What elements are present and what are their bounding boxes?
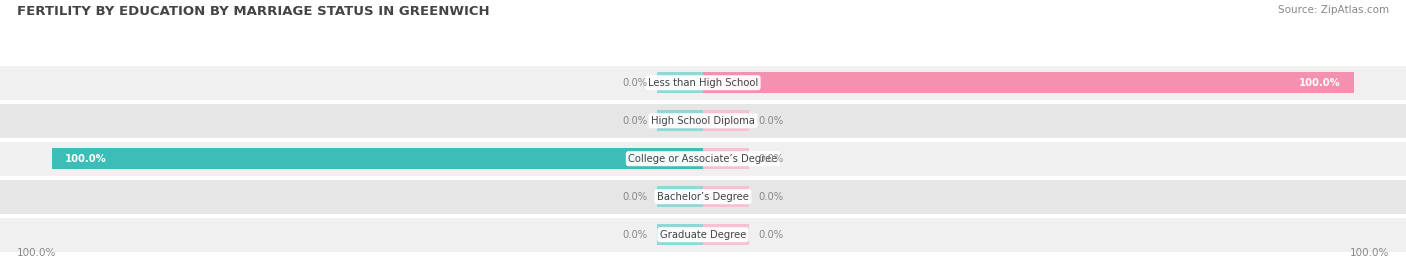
Bar bbox=[658, 110, 703, 131]
Bar bbox=[0, 66, 1406, 100]
Bar bbox=[703, 148, 748, 169]
Bar bbox=[52, 148, 703, 169]
Bar bbox=[703, 186, 748, 207]
Text: 0.0%: 0.0% bbox=[758, 192, 783, 202]
Bar bbox=[703, 72, 1354, 93]
Bar bbox=[658, 72, 703, 93]
Text: 0.0%: 0.0% bbox=[758, 154, 783, 164]
Bar bbox=[0, 218, 1406, 252]
Text: 0.0%: 0.0% bbox=[623, 78, 648, 88]
Text: 0.0%: 0.0% bbox=[758, 230, 783, 240]
Text: 0.0%: 0.0% bbox=[623, 116, 648, 126]
Bar bbox=[703, 110, 748, 131]
Text: 0.0%: 0.0% bbox=[623, 230, 648, 240]
Text: 100.0%: 100.0% bbox=[17, 248, 56, 258]
Bar bbox=[658, 224, 703, 245]
Bar bbox=[658, 186, 703, 207]
Text: College or Associate’s Degree: College or Associate’s Degree bbox=[628, 154, 778, 164]
Bar bbox=[0, 141, 1406, 176]
Text: 100.0%: 100.0% bbox=[1350, 248, 1389, 258]
Text: Source: ZipAtlas.com: Source: ZipAtlas.com bbox=[1278, 5, 1389, 15]
Text: Graduate Degree: Graduate Degree bbox=[659, 230, 747, 240]
Bar bbox=[0, 180, 1406, 214]
Text: Bachelor’s Degree: Bachelor’s Degree bbox=[657, 192, 749, 202]
Text: High School Diploma: High School Diploma bbox=[651, 116, 755, 126]
Text: FERTILITY BY EDUCATION BY MARRIAGE STATUS IN GREENWICH: FERTILITY BY EDUCATION BY MARRIAGE STATU… bbox=[17, 5, 489, 18]
Bar bbox=[703, 224, 748, 245]
Bar bbox=[0, 104, 1406, 138]
Text: 100.0%: 100.0% bbox=[65, 154, 107, 164]
Text: Less than High School: Less than High School bbox=[648, 78, 758, 88]
Text: 0.0%: 0.0% bbox=[623, 192, 648, 202]
Text: 100.0%: 100.0% bbox=[1299, 78, 1341, 88]
Text: 0.0%: 0.0% bbox=[758, 116, 783, 126]
